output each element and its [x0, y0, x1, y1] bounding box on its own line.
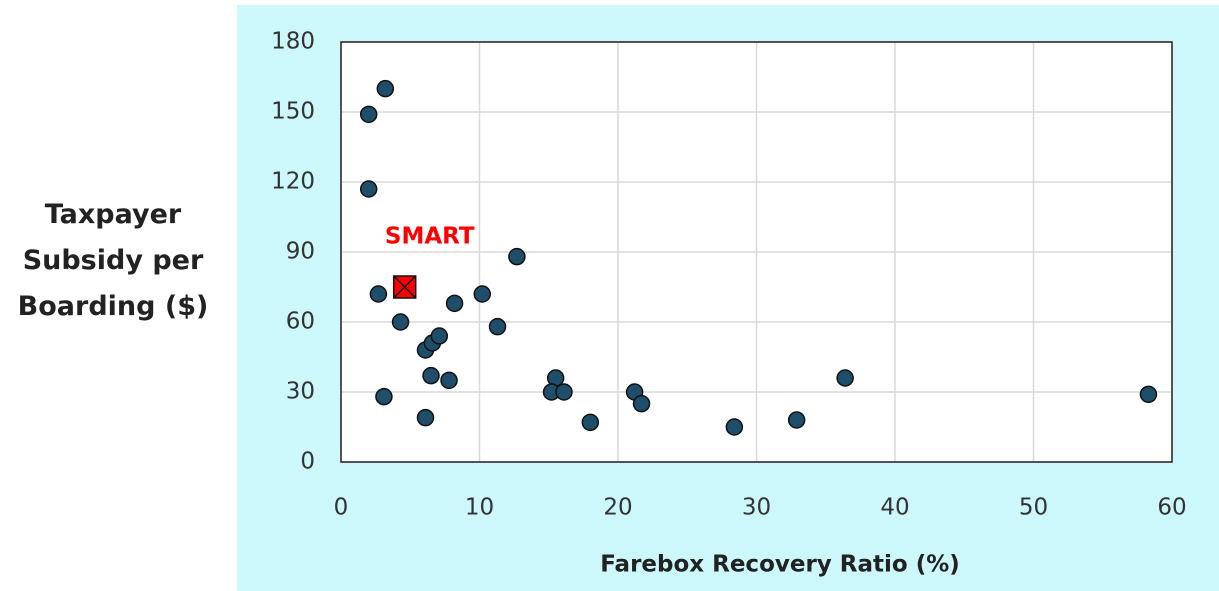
point: [359, 105, 378, 124]
y-tick-label: 90: [286, 239, 315, 265]
plot-border: [340, 41, 1173, 463]
point: [1139, 385, 1158, 404]
y-tick-label: 60: [286, 309, 315, 335]
highlight-label: SMART: [385, 224, 475, 250]
x-tick-label: 30: [742, 495, 771, 521]
x-axis-label: Farebox Recovery Ratio (%): [600, 552, 960, 578]
point: [391, 313, 410, 331]
point: [555, 383, 573, 401]
x-tick-label: 50: [1019, 495, 1048, 521]
point: [508, 247, 526, 266]
point: [369, 285, 388, 303]
y-tick-label: 150: [271, 99, 315, 125]
point: [375, 387, 393, 406]
y-tick-label: 180: [271, 29, 315, 55]
point: [473, 285, 492, 303]
y-tick-label: 30: [286, 379, 315, 405]
point: [787, 411, 806, 429]
y-tick-label: 0: [300, 449, 315, 475]
point: [440, 371, 458, 390]
point: [422, 366, 440, 385]
x-tick-label: 40: [880, 495, 909, 521]
point: [488, 317, 507, 336]
point: [416, 408, 435, 427]
point: [430, 327, 449, 345]
point: [581, 413, 600, 432]
x-tick-label: 60: [1157, 495, 1186, 521]
highlight-cross: [393, 275, 417, 299]
point: [725, 418, 744, 436]
x-tick-label: 10: [465, 495, 494, 521]
x-tick-label: 20: [603, 495, 632, 521]
point: [359, 180, 378, 198]
point: [445, 294, 464, 313]
y-tick-label: 120: [271, 169, 315, 195]
y-axis-label: Taxpayer Subsidy per Boarding ($): [17, 199, 209, 322]
x-tick-label: 0: [334, 495, 349, 521]
point: [376, 79, 395, 98]
point: [632, 394, 651, 413]
point: [836, 369, 854, 387]
